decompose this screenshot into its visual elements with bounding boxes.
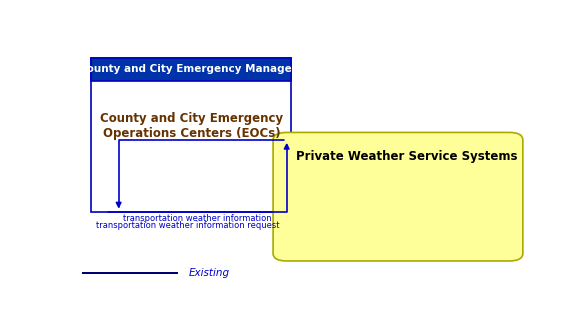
Text: County and City Emergency
Operations Centers (EOCs): County and City Emergency Operations Cen… xyxy=(100,112,283,140)
FancyBboxPatch shape xyxy=(91,58,291,81)
Text: County and City Emergency Manage...: County and City Emergency Manage... xyxy=(79,65,304,74)
Text: Private Weather Service Systems: Private Weather Service Systems xyxy=(296,150,517,163)
Text: Existing: Existing xyxy=(189,268,230,278)
FancyBboxPatch shape xyxy=(273,133,523,261)
Text: transportation weather information: transportation weather information xyxy=(123,214,272,223)
FancyBboxPatch shape xyxy=(91,58,291,212)
Text: transportation weather information request: transportation weather information reque… xyxy=(96,221,280,230)
